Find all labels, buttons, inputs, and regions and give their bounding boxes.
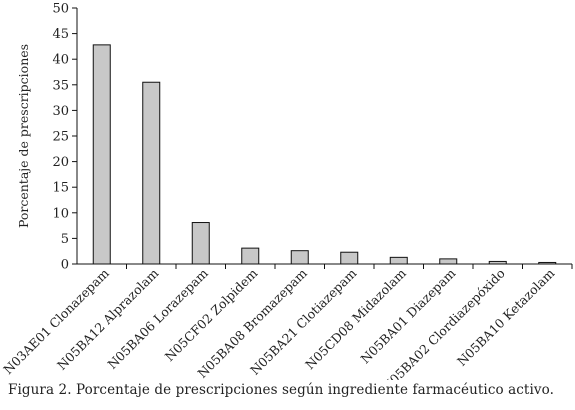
x-tick-label: N05BA06 Lorazepam	[104, 265, 211, 372]
y-tick-label: 50	[52, 2, 69, 17]
x-tick-label: N05BA10 Ketazolam	[454, 265, 558, 369]
y-tick-label: 40	[52, 53, 69, 68]
y-tick-label: 0	[61, 258, 69, 273]
bar	[538, 261, 557, 265]
figure-caption: Figura 2. Porcentaje de prescripciones s…	[8, 382, 554, 398]
y-tick-labels: 0 5 10 15 20 25 30 35 40 45 50	[52, 2, 69, 273]
bar	[142, 81, 161, 265]
y-tick-label: 5	[61, 232, 69, 247]
x-tick-label: N05CF02 Zolpidem	[162, 265, 261, 364]
bar	[290, 250, 309, 265]
y-tick-label: 10	[52, 206, 69, 221]
y-tick-label: 25	[52, 130, 69, 145]
y-tick-label: 15	[52, 181, 69, 196]
x-tick-label: N05CD08 Midazolam	[302, 265, 409, 372]
bar	[439, 258, 458, 265]
bar	[191, 222, 210, 265]
y-axis-title: Porcentaje de prescripciones	[16, 44, 31, 228]
x-tick-label: N05BA01 Diazepam	[357, 265, 458, 366]
bar-chart: 0 5 10 15 20 25 30 35 40 45 50 N03AE01 ClonazepamN…	[0, 2, 573, 380]
bar	[241, 247, 260, 265]
bar	[340, 251, 359, 265]
bar	[389, 256, 408, 265]
bar	[488, 260, 507, 265]
y-tick-label: 30	[52, 104, 69, 119]
y-tick-label: 20	[52, 155, 69, 170]
bar	[92, 44, 111, 265]
y-tick-label: 45	[52, 27, 69, 42]
chart-bars	[92, 44, 557, 265]
y-tick-label: 35	[52, 78, 69, 93]
